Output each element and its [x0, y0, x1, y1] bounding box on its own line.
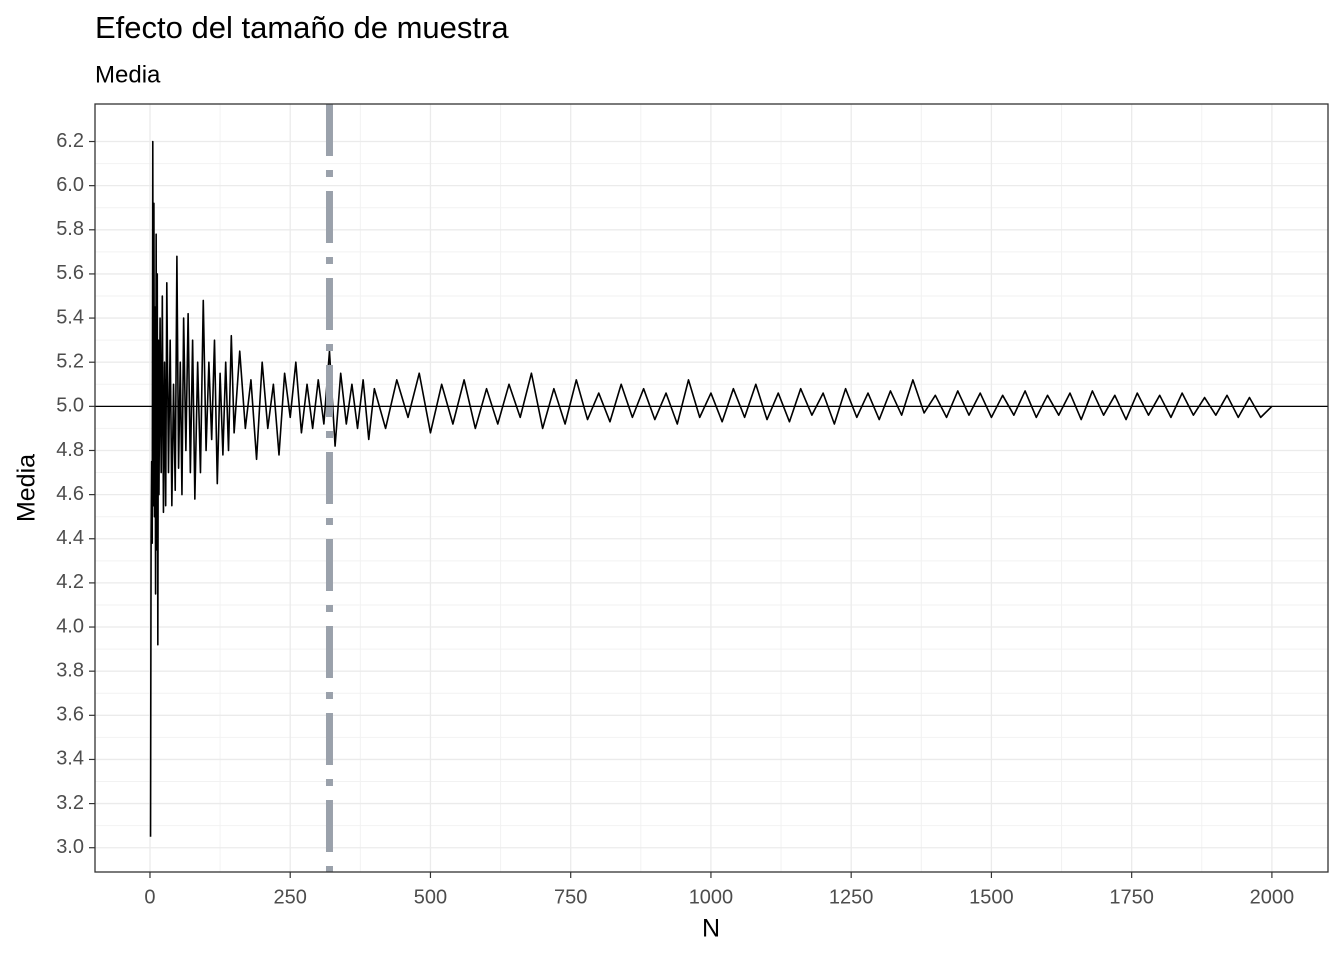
x-tick-label: 0	[144, 886, 155, 908]
x-tick-label: 1000	[689, 886, 734, 908]
y-tick-label: 5.6	[56, 262, 84, 284]
y-tick-label: 3.2	[56, 792, 84, 814]
x-tick-label: 250	[274, 886, 307, 908]
panel-border	[94, 103, 1329, 873]
y-tick-label: 4.0	[56, 615, 84, 637]
y-tick-label: 4.8	[56, 439, 84, 461]
y-tick-label: 6.0	[56, 174, 84, 196]
chart-subtitle: Media	[95, 61, 161, 88]
y-tick-label: 5.8	[56, 218, 84, 240]
y-tick-label: 5.4	[56, 306, 84, 328]
x-tick-label: 1750	[1109, 886, 1154, 908]
y-tick-label: 6.2	[56, 130, 84, 152]
x-tick-label: 1250	[829, 886, 874, 908]
y-tick-label: 3.6	[56, 704, 84, 726]
y-tick-label: 3.8	[56, 659, 84, 681]
x-tick-label: 2000	[1250, 886, 1295, 908]
y-tick-label: 3.0	[56, 836, 84, 858]
y-axis-label: Media	[13, 454, 41, 522]
data-line	[149, 140, 1273, 837]
y-tick-label: 4.4	[56, 527, 84, 549]
y-tick-label: 5.2	[56, 350, 84, 372]
x-tick-label: 500	[414, 886, 447, 908]
x-axis-label: N	[702, 915, 720, 943]
chart-title: Efecto del tamaño de muestra	[95, 10, 509, 45]
y-tick-label: 3.4	[56, 748, 84, 770]
y-tick-label: 4.6	[56, 483, 84, 505]
x-tick-label: 1500	[969, 886, 1014, 908]
x-tick-label: 750	[554, 886, 587, 908]
y-tick-label: 5.0	[56, 395, 84, 417]
y-tick-label: 4.2	[56, 571, 84, 593]
